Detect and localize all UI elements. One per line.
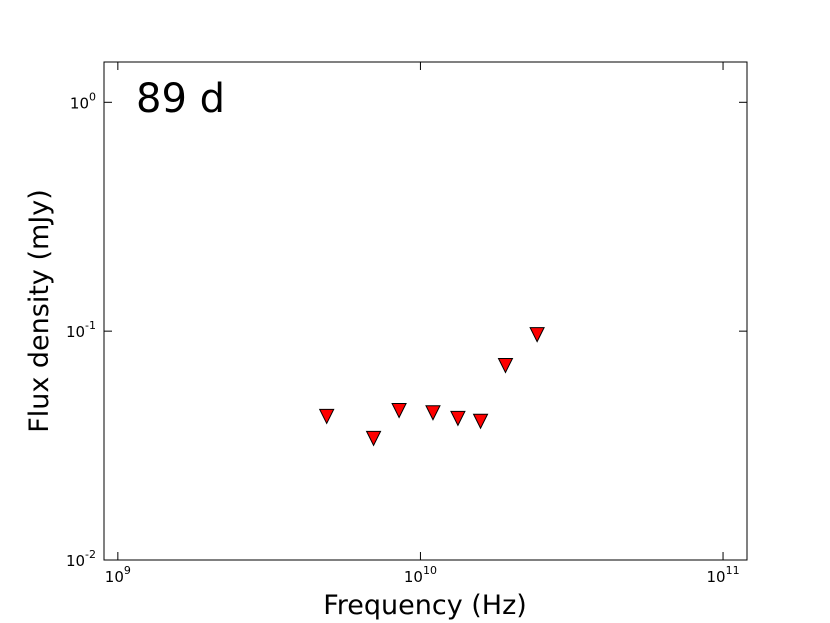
point: [497, 357, 514, 374]
tick-label-base: 10: [66, 323, 85, 341]
tick-label-exponent: 9: [124, 564, 131, 577]
point: [450, 410, 466, 427]
tick-label-base: 10: [404, 568, 423, 586]
tick-label-exponent: 10: [423, 564, 437, 577]
tick-label: 1010: [404, 564, 437, 586]
tick-label-base: 10: [66, 552, 85, 570]
plot-frame: [103, 61, 748, 561]
point: [472, 413, 489, 430]
tick-label: 109: [105, 564, 131, 586]
annotation: 89 d: [136, 76, 225, 122]
tick-label-base: 10: [706, 568, 725, 586]
point: [391, 403, 407, 419]
tick-label: 10-1: [66, 319, 96, 341]
tick-label-exponent: 11: [726, 564, 740, 577]
tick-label: 10-2: [66, 548, 96, 570]
point: [318, 408, 335, 425]
y-axis-label: Flux density (mJy): [24, 189, 55, 433]
tick-label-base: 10: [105, 568, 124, 586]
tick-label-base: 10: [70, 94, 89, 112]
tick-label: 1011: [706, 564, 739, 586]
tick-label: 100: [70, 90, 96, 112]
tick-label-exponent: 0: [89, 90, 96, 103]
x-axis-label: Frequency (Hz): [323, 590, 527, 621]
tick-label-exponent: -1: [85, 319, 96, 332]
point: [365, 430, 382, 447]
point: [529, 327, 545, 343]
tick-label-exponent: -2: [85, 548, 96, 561]
point: [425, 405, 441, 421]
